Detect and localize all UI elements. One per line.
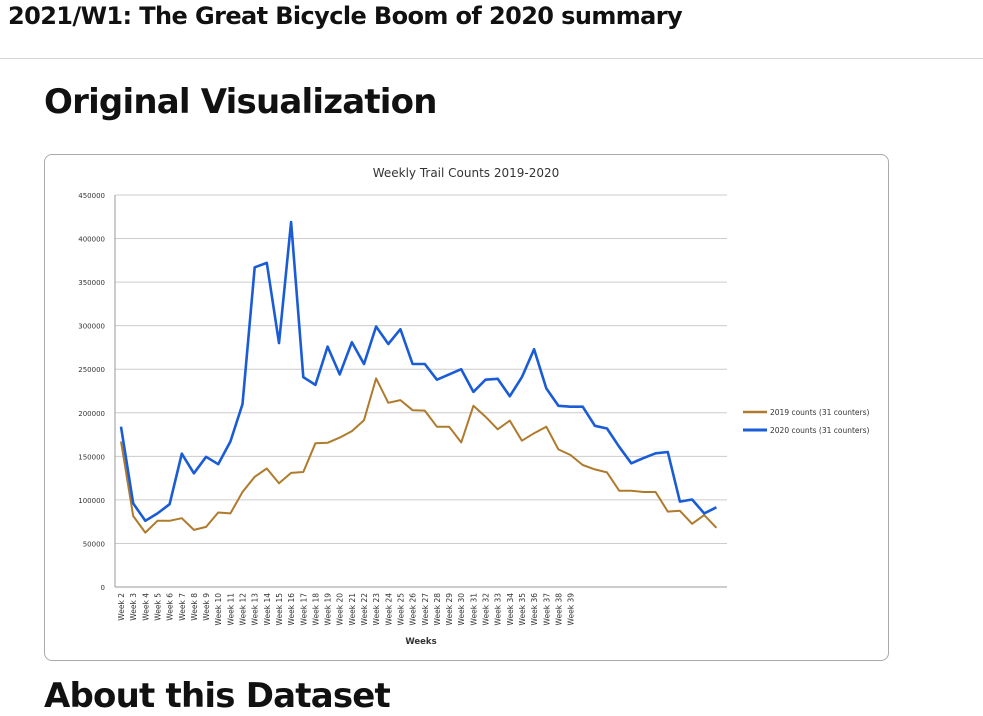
x-tick-label: Week 8 xyxy=(190,593,199,621)
x-tick-label: Week 17 xyxy=(299,593,308,626)
y-tick-label: 50000 xyxy=(83,540,105,548)
x-tick-label: Week 26 xyxy=(409,593,418,626)
x-tick-label: Week 21 xyxy=(348,593,357,626)
x-tick-label: Week 5 xyxy=(153,593,162,621)
x-tick-label: Week 18 xyxy=(311,593,320,626)
section-title: Original Visualization xyxy=(44,82,437,122)
chart-container: Weekly Trail Counts 2019-2020 0 50000 10000… xyxy=(44,154,889,661)
x-axis-title: Weeks xyxy=(405,637,436,647)
x-tick-label: Week 23 xyxy=(372,593,381,626)
x-tick-label: Week 14 xyxy=(263,593,272,626)
x-tick-label: Week 35 xyxy=(518,593,527,626)
x-tick-label: Week 27 xyxy=(421,593,430,626)
x-tick-label: Week 22 xyxy=(360,593,369,626)
x-tick-label: Week 4 xyxy=(141,593,150,621)
x-tick-label: Week 7 xyxy=(178,593,187,621)
legend-label: 2020 counts (31 counters) xyxy=(770,426,870,435)
x-tick-label: Week 39 xyxy=(567,593,576,626)
x-tick-label: Week 30 xyxy=(457,593,466,626)
y-tick-label: 300000 xyxy=(78,323,105,331)
x-tick-label: Week 13 xyxy=(251,593,260,626)
series-line-2019 xyxy=(120,377,718,534)
x-tick-label: Week 28 xyxy=(433,593,442,626)
x-tick-label: Week 11 xyxy=(226,593,235,626)
x-tick-label: Week 19 xyxy=(324,593,333,626)
y-tick-label: 450000 xyxy=(78,192,105,200)
x-tick-label: Week 33 xyxy=(494,593,503,626)
x-tick-label: Week 15 xyxy=(275,593,284,626)
next-section-title: About this Dataset xyxy=(44,676,391,716)
series-line-2020 xyxy=(119,220,717,523)
x-tick-label: Week 34 xyxy=(506,593,515,626)
x-tick-label: Week 37 xyxy=(542,593,551,626)
x-tick-label: Week 2 xyxy=(117,593,126,621)
header-divider xyxy=(0,58,983,59)
line-chart: Weekly Trail Counts 2019-2020 0 50000 10000… xyxy=(78,166,870,647)
x-tick-label: Week 29 xyxy=(445,593,454,626)
x-tick-label: Week 32 xyxy=(482,593,491,626)
x-tick-label: Week 16 xyxy=(287,593,296,626)
x-tick-label: Week 36 xyxy=(530,593,539,626)
y-tick-label: 350000 xyxy=(78,279,105,287)
page-title: 2021/W1: The Great Bicycle Boom of 2020 … xyxy=(8,2,683,30)
y-tick-label: 200000 xyxy=(78,410,105,418)
x-tick-label: Week 12 xyxy=(239,593,248,626)
y-tick-label: 400000 xyxy=(78,236,105,244)
x-tick-label: Week 3 xyxy=(129,593,138,621)
x-tick-label: Week 10 xyxy=(214,593,223,626)
chart-title: Weekly Trail Counts 2019-2020 xyxy=(373,166,560,180)
x-tick-label: Week 6 xyxy=(166,593,175,621)
x-tick-label: Week 9 xyxy=(202,593,211,621)
y-tick-label: 100000 xyxy=(78,497,105,505)
legend-label: 2019 counts (31 counters) xyxy=(770,408,870,417)
x-tick-label: Week 24 xyxy=(384,593,393,626)
x-tick-label: Week 31 xyxy=(469,593,478,626)
y-tick-label: 250000 xyxy=(78,366,105,374)
x-tick-label: Week 25 xyxy=(396,593,405,626)
x-tick-label: Week 20 xyxy=(336,593,345,626)
x-tick-label: Week 38 xyxy=(554,593,563,626)
y-tick-label: 150000 xyxy=(78,453,105,461)
y-tick-label: 0 xyxy=(101,584,105,592)
